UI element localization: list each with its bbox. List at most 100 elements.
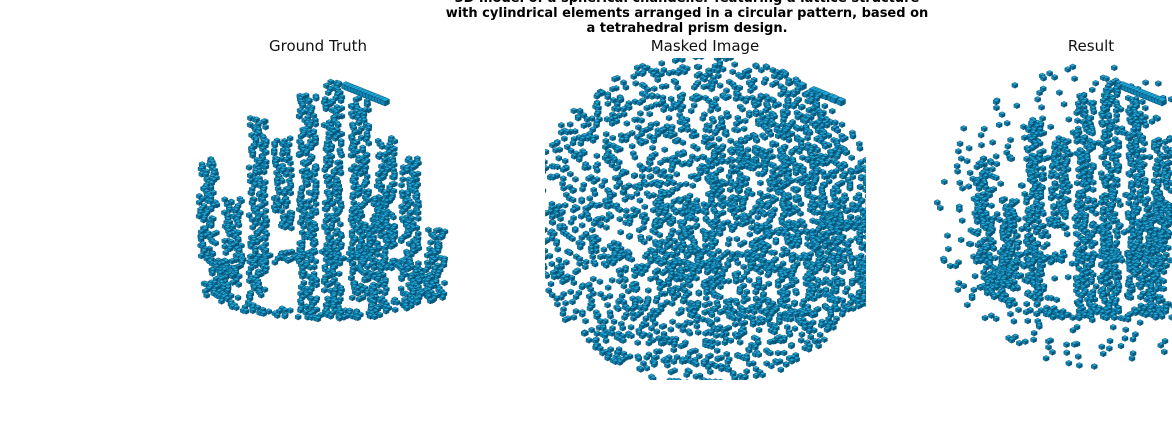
voxel [357, 170, 364, 178]
voxel [312, 95, 320, 102]
voxel [325, 182, 333, 190]
voxel [398, 182, 406, 189]
voxel [312, 200, 320, 208]
voxel [380, 96, 390, 107]
voxel [382, 202, 390, 209]
voxel [373, 251, 381, 258]
voxel [363, 101, 371, 108]
voxel-face [328, 91, 332, 97]
voxel [212, 240, 220, 247]
voxel-face [338, 114, 343, 120]
voxel [312, 121, 320, 128]
voxel [365, 140, 373, 147]
voxel [281, 224, 289, 231]
voxel [414, 209, 422, 217]
ground-truth-voxels [195, 78, 449, 323]
voxel [331, 135, 339, 142]
voxel [390, 150, 398, 158]
voxel [397, 237, 405, 245]
voxel [390, 174, 398, 181]
voxel [375, 227, 383, 235]
voxel [334, 121, 342, 129]
voxel [322, 82, 330, 90]
voxel-face [384, 99, 390, 107]
voxel [249, 152, 257, 159]
voxel [245, 164, 253, 171]
voxel [337, 141, 345, 148]
voxel [271, 207, 279, 214]
voxel-face [366, 102, 371, 108]
voxel [278, 207, 286, 215]
voxel [279, 150, 286, 158]
voxel [285, 166, 293, 173]
voxel-face [368, 108, 372, 114]
voxel [321, 166, 329, 174]
voxel [306, 131, 314, 139]
panel-title: Result [1068, 37, 1114, 55]
voxel [336, 221, 344, 228]
voxel [274, 180, 281, 187]
voxel [287, 189, 295, 197]
voxel [302, 161, 309, 168]
voxel [322, 217, 330, 225]
voxel [261, 235, 269, 242]
voxel [427, 239, 435, 246]
voxel [324, 89, 332, 97]
voxel-face [325, 107, 330, 113]
voxel [324, 229, 332, 236]
voxel [360, 181, 368, 189]
voxel-face [316, 96, 320, 102]
voxel [388, 243, 395, 250]
voxel [323, 205, 331, 213]
voxel [300, 223, 308, 231]
voxel [399, 169, 407, 177]
voxel [375, 153, 383, 161]
voxel [271, 142, 279, 149]
voxel [248, 190, 256, 197]
voxel [197, 252, 205, 260]
voxel [414, 215, 422, 222]
figure-title: a tetrahedral prism design. [586, 21, 787, 36]
panel-title: Ground Truth [269, 37, 367, 55]
voxel [349, 194, 357, 201]
voxel [235, 222, 243, 229]
voxel [287, 159, 294, 167]
voxel [295, 151, 303, 159]
voxel [399, 208, 406, 216]
voxel [437, 234, 445, 241]
voxel [399, 176, 407, 183]
voxel [305, 98, 313, 105]
voxel [262, 163, 270, 170]
voxel [347, 152, 355, 159]
voxel [246, 253, 254, 260]
figure-title: with cylindrical elements arranged in a … [446, 6, 929, 21]
voxel [337, 170, 345, 177]
voxel [406, 210, 414, 217]
voxel [207, 222, 215, 230]
voxel [286, 135, 294, 142]
voxel [296, 113, 303, 120]
voxel [352, 96, 360, 103]
voxel [238, 197, 246, 205]
panel-title: Masked Image [651, 37, 760, 55]
voxel [285, 141, 293, 149]
voxel-face [299, 114, 303, 120]
voxel [322, 105, 330, 113]
voxel [282, 171, 290, 178]
voxel [262, 123, 270, 131]
voxel [337, 97, 345, 105]
voxel [287, 224, 295, 232]
voxel [338, 152, 346, 159]
voxel-face [341, 114, 346, 120]
voxel [200, 216, 208, 224]
voxel [378, 143, 386, 151]
figure-title: 3D model of a spherical chandelier featu… [455, 0, 920, 6]
voxel [270, 150, 278, 157]
voxel [389, 214, 397, 221]
voxel [222, 249, 230, 257]
voxel [282, 203, 290, 210]
voxel [249, 224, 257, 231]
voxel [355, 119, 363, 127]
voxel-face [340, 99, 345, 105]
